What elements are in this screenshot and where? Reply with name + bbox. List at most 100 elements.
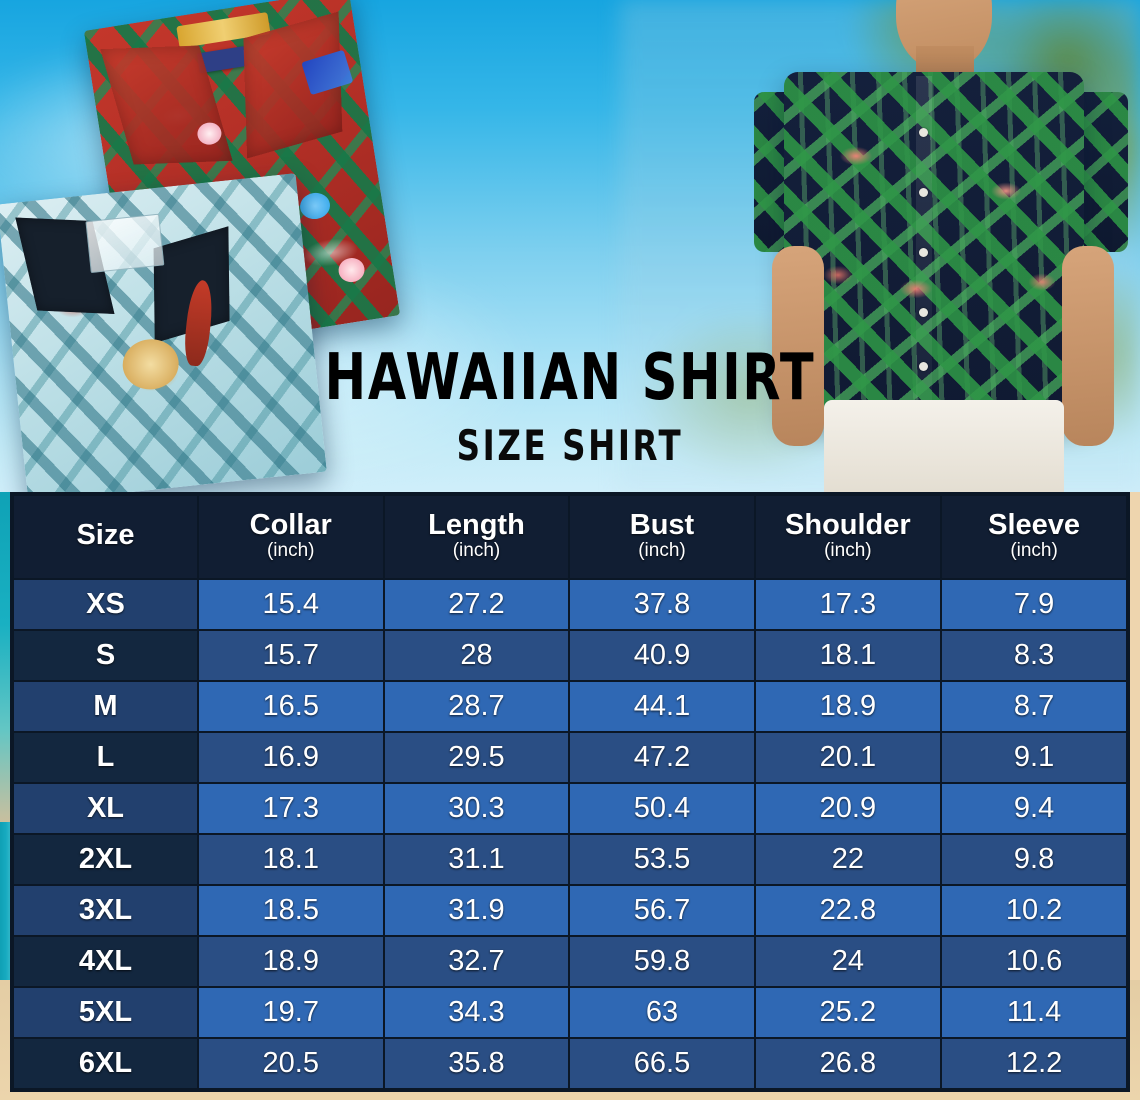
folded-teal-shirt-photo xyxy=(0,173,327,492)
cell-shoulder: 18.1 xyxy=(755,631,941,680)
cell-collar: 17.3 xyxy=(198,784,383,833)
cell-sleeve: 8.7 xyxy=(942,682,1126,731)
cell-collar: 15.7 xyxy=(198,631,383,680)
cell-bust: 53.5 xyxy=(570,835,754,884)
table-row: 5XL 19.7 34.3 63 25.2 11.4 xyxy=(14,988,1126,1037)
table-row: L 16.9 29.5 47.2 20.1 9.1 xyxy=(14,733,1126,782)
cell-collar: 20.5 xyxy=(198,1039,383,1088)
cell-size: 2XL xyxy=(14,835,197,884)
cell-length: 27.2 xyxy=(384,580,569,629)
cell-sleeve: 10.2 xyxy=(942,886,1126,935)
cell-size: 6XL xyxy=(14,1039,197,1088)
table-row: S 15.7 28 40.9 18.1 8.3 xyxy=(14,631,1126,680)
cell-shoulder: 17.3 xyxy=(755,580,941,629)
cell-shoulder: 18.9 xyxy=(755,682,941,731)
cell-bust: 47.2 xyxy=(570,733,754,782)
size-chart-table: Size Collar (inch) Length (inch) Bust (i… xyxy=(10,492,1130,1092)
cell-shoulder: 20.9 xyxy=(755,784,941,833)
cell-bust: 56.7 xyxy=(570,886,754,935)
cell-length: 28.7 xyxy=(384,682,569,731)
hero-banner: HAWAIIAN SHIRT SIZE SHIRT xyxy=(0,0,1140,492)
cell-bust: 63 xyxy=(570,988,754,1037)
cell-size: M xyxy=(14,682,197,731)
column-unit: (inch) xyxy=(266,539,315,561)
table-row: 6XL 20.5 35.8 66.5 26.8 12.2 xyxy=(14,1039,1126,1088)
cell-size: 3XL xyxy=(14,886,197,935)
column-header-collar: Collar (inch) xyxy=(198,496,383,578)
column-unit: (inch) xyxy=(824,539,872,561)
cell-bust: 50.4 xyxy=(570,784,754,833)
cell-length: 31.1 xyxy=(384,835,569,884)
shirt-button-placket xyxy=(916,76,932,406)
table-row: XL 17.3 30.3 50.4 20.9 9.4 xyxy=(14,784,1126,833)
cell-length: 32.7 xyxy=(384,937,569,986)
cell-collar: 16.9 xyxy=(198,733,383,782)
cell-shoulder: 22 xyxy=(755,835,941,884)
table-row: XS 15.4 27.2 37.8 17.3 7.9 xyxy=(14,580,1126,629)
cell-shoulder: 25.2 xyxy=(755,988,941,1037)
cell-size: 5XL xyxy=(14,988,197,1037)
shirt-chest-pocket xyxy=(85,213,165,274)
navy-flamingo-shirt xyxy=(784,72,1084,422)
hibiscus-flower xyxy=(298,190,332,222)
cell-shoulder: 22.8 xyxy=(755,886,941,935)
column-header-size: Size xyxy=(14,496,197,578)
table-row: 2XL 18.1 31.1 53.5 22 9.8 xyxy=(14,835,1126,884)
cell-sleeve: 9.1 xyxy=(942,733,1126,782)
cell-sleeve: 8.3 xyxy=(942,631,1126,680)
cell-bust: 59.8 xyxy=(570,937,754,986)
cell-shoulder: 26.8 xyxy=(755,1039,941,1088)
cell-bust: 44.1 xyxy=(570,682,754,731)
cell-length: 35.8 xyxy=(384,1039,569,1088)
model-arm-right xyxy=(1062,246,1114,446)
cell-collar: 16.5 xyxy=(198,682,383,731)
shirt-button xyxy=(919,362,928,371)
model-arm-left xyxy=(772,246,824,446)
model-white-pants xyxy=(824,400,1064,492)
table-header-row: Size Collar (inch) Length (inch) Bust (i… xyxy=(14,496,1126,578)
cell-size: S xyxy=(14,631,197,680)
column-unit: (inch) xyxy=(638,539,686,561)
cell-sleeve: 10.6 xyxy=(942,937,1126,986)
cell-bust: 37.8 xyxy=(570,580,754,629)
cell-length: 29.5 xyxy=(384,733,569,782)
cell-shoulder: 24 xyxy=(755,937,941,986)
cell-collar: 18.5 xyxy=(198,886,383,935)
cell-length: 34.3 xyxy=(384,988,569,1037)
shirt-button xyxy=(919,308,928,317)
column-unit: (inch) xyxy=(452,539,501,561)
shirt-button xyxy=(919,248,928,257)
cell-collar: 18.1 xyxy=(198,835,383,884)
cell-sleeve: 9.8 xyxy=(942,835,1126,884)
column-header-sleeve: Sleeve (inch) xyxy=(942,496,1126,578)
cell-bust: 40.9 xyxy=(570,631,754,680)
cell-size: XS xyxy=(14,580,197,629)
cell-sleeve: 7.9 xyxy=(942,580,1126,629)
cell-sleeve: 11.4 xyxy=(942,988,1126,1037)
cell-collar: 15.4 xyxy=(198,580,383,629)
table-row: M 16.5 28.7 44.1 18.9 8.7 xyxy=(14,682,1126,731)
column-header-bust: Bust (inch) xyxy=(570,496,754,578)
cell-size: 4XL xyxy=(14,937,197,986)
cell-collar: 18.9 xyxy=(198,937,383,986)
column-unit: (inch) xyxy=(1010,539,1058,561)
column-header-length: Length (inch) xyxy=(384,496,569,578)
cell-length: 31.9 xyxy=(384,886,569,935)
model-photo xyxy=(720,0,1140,492)
cell-size: XL xyxy=(14,784,197,833)
cell-length: 28 xyxy=(384,631,569,680)
cell-collar: 19.7 xyxy=(198,988,383,1037)
cell-size: L xyxy=(14,733,197,782)
shirt-button xyxy=(919,128,928,137)
cell-bust: 66.5 xyxy=(570,1039,754,1088)
table-row: 3XL 18.5 31.9 56.7 22.8 10.2 xyxy=(14,886,1126,935)
table-body: XS 15.4 27.2 37.8 17.3 7.9 S 15.7 28 40.9 18.1 8.3 M… xyxy=(14,580,1126,1088)
column-header-shoulder: Shoulder (inch) xyxy=(755,496,941,578)
hibiscus-flower xyxy=(120,336,182,393)
hibiscus-flower xyxy=(336,256,367,284)
cell-length: 30.3 xyxy=(384,784,569,833)
cell-sleeve: 9.4 xyxy=(942,784,1126,833)
table-header: Size Collar (inch) Length (inch) Bust (i… xyxy=(14,496,1126,578)
cell-sleeve: 12.2 xyxy=(942,1039,1126,1088)
cell-shoulder: 20.1 xyxy=(755,733,941,782)
